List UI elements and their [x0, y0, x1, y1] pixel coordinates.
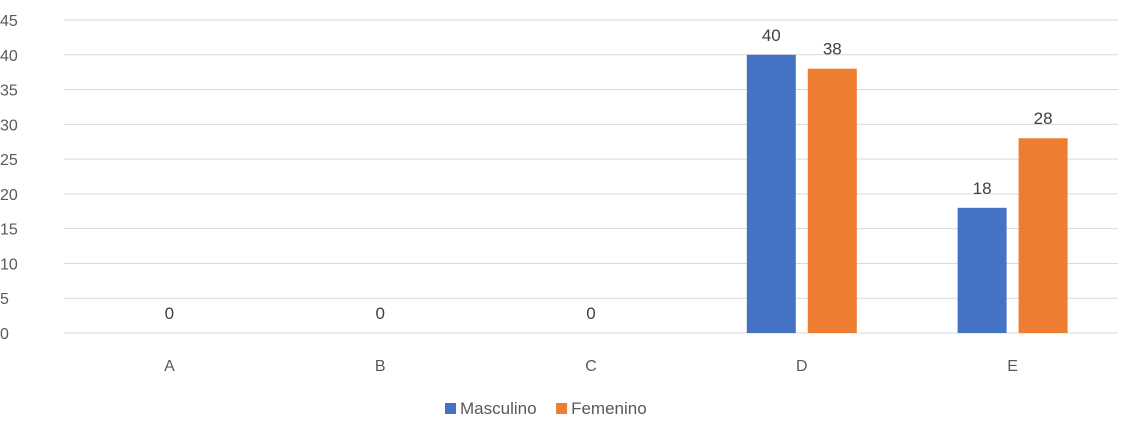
x-tick-label: A — [164, 358, 175, 375]
data-label: 0 — [165, 304, 174, 323]
bar-masculino-e — [957, 207, 1007, 333]
x-tick-label: E — [1007, 358, 1018, 375]
legend-swatch-masculino — [445, 403, 456, 414]
y-tick-label: 30 — [0, 117, 18, 134]
bar-femenino-d — [807, 68, 857, 333]
x-axis-ticks: A B C D E — [164, 358, 1018, 375]
y-tick-label: 0 — [0, 326, 9, 343]
bar-femenino-e — [1018, 138, 1068, 333]
y-tick-label: 35 — [0, 83, 18, 100]
bar-masculino-d — [746, 54, 796, 334]
x-tick-label: C — [585, 358, 597, 375]
y-tick-label: 20 — [0, 187, 18, 204]
legend-label-femenino: Femenino — [571, 399, 647, 418]
y-tick-label: 25 — [0, 152, 18, 169]
legend: Masculino Femenino — [445, 399, 647, 418]
data-labels: 0 0 0 40 38 18 28 — [165, 26, 1053, 323]
y-tick-label: 40 — [0, 48, 18, 65]
data-label: 0 — [586, 304, 595, 323]
data-label: 40 — [762, 26, 781, 45]
legend-swatch-femenino — [556, 403, 568, 414]
y-axis-ticks: 0 5 10 15 20 25 30 35 40 45 — [0, 13, 18, 343]
data-label: 28 — [1034, 109, 1053, 128]
data-label: 38 — [823, 40, 842, 59]
y-tick-label: 5 — [0, 291, 9, 308]
data-label: 18 — [973, 179, 992, 198]
y-tick-label: 45 — [0, 13, 18, 30]
bars — [746, 54, 1068, 334]
x-tick-label: B — [375, 358, 386, 375]
x-tick-label: D — [796, 358, 808, 375]
data-label: 0 — [375, 304, 384, 323]
y-tick-label: 10 — [0, 256, 18, 273]
y-tick-label: 15 — [0, 222, 18, 239]
gridlines — [64, 19, 1118, 334]
legend-label-masculino: Masculino — [460, 399, 537, 418]
